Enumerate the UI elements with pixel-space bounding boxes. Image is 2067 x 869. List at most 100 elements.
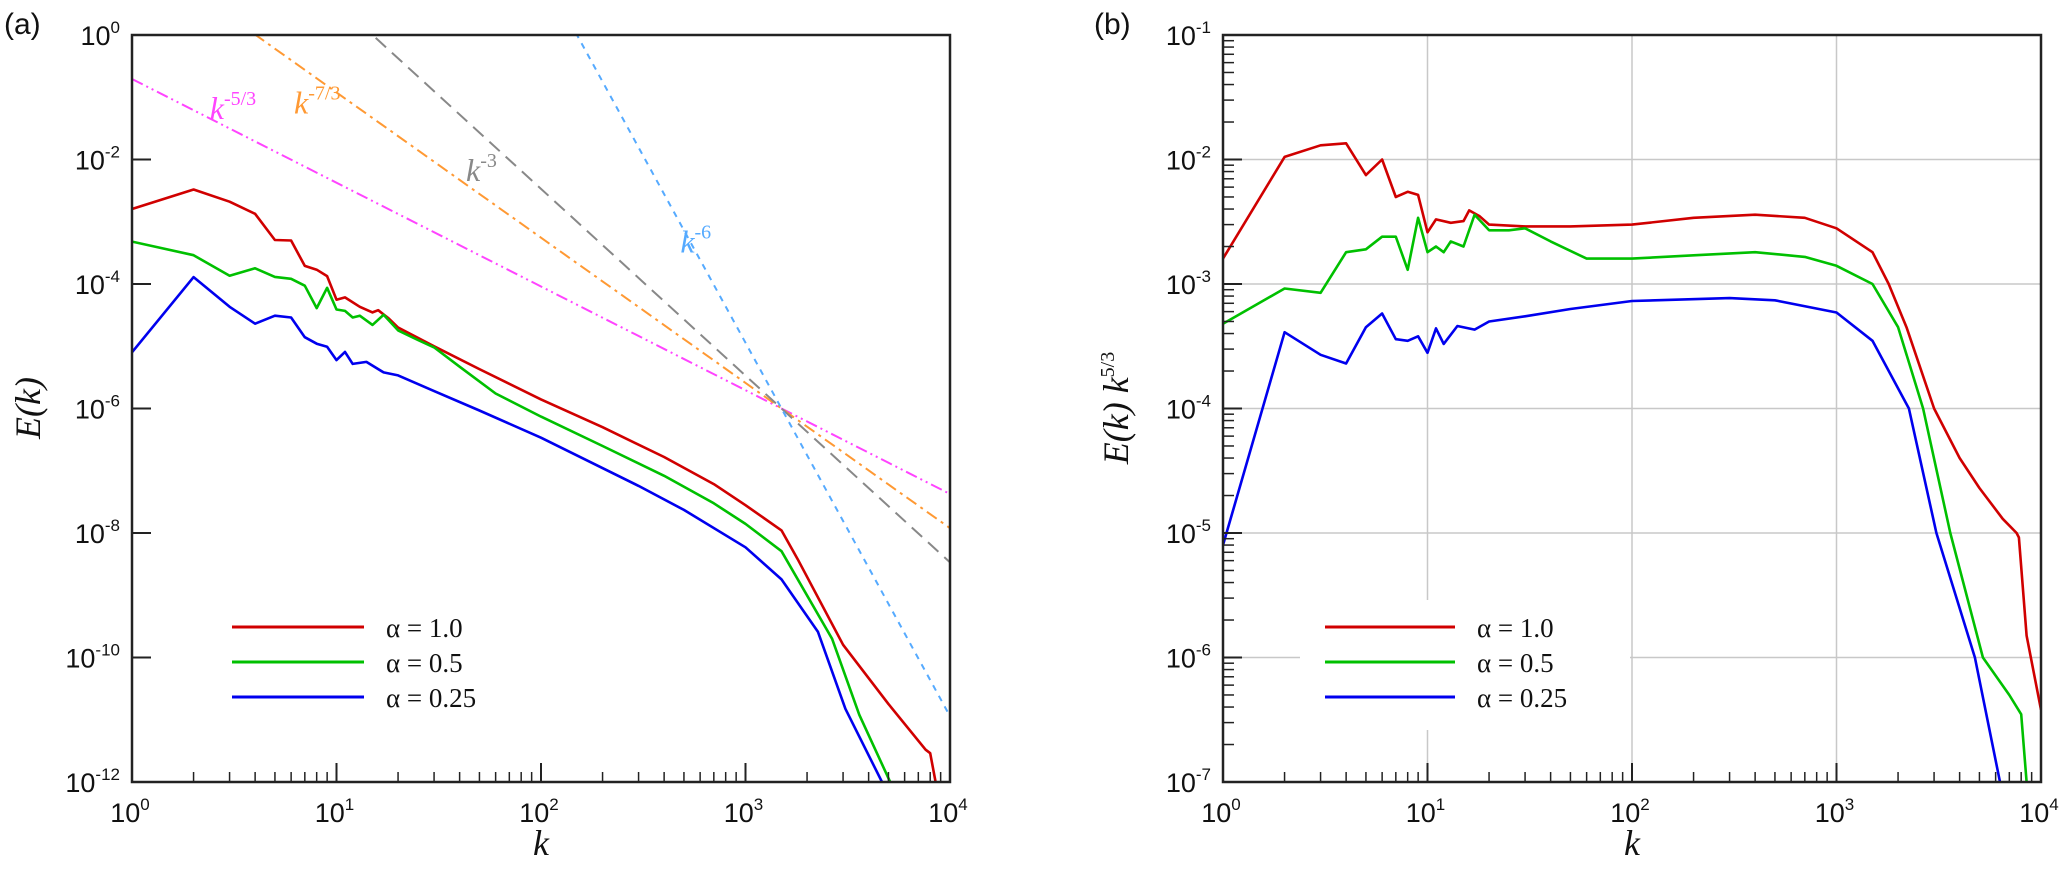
y-tick-label: 10-4: [1166, 392, 1211, 425]
reference-line: [253, 35, 950, 529]
tick-exponent: -10: [95, 641, 120, 660]
reference-label-base: k: [294, 84, 309, 120]
tick-exponent: -4: [1196, 392, 1211, 411]
legend-label: α = 1.0: [386, 613, 463, 643]
legend-label: α = 0.5: [386, 648, 463, 678]
x-tick-label: 103: [1815, 795, 1855, 828]
tick-base: 10: [110, 798, 140, 828]
y-tick-label: 10-2: [1166, 143, 1211, 176]
tick-base: 10: [75, 519, 105, 549]
plot-frame: [130, 33, 952, 784]
x-tick-label: 100: [110, 795, 150, 828]
series-line: [1223, 213, 2028, 782]
series-line: [1223, 296, 2002, 782]
y-tick-label: 10-8: [75, 516, 120, 549]
y-tick-label: 10-10: [65, 641, 120, 674]
x-tick-label: 102: [1610, 795, 1650, 828]
tick-exponent: 1: [345, 795, 354, 814]
tick-base: 10: [1610, 798, 1640, 828]
y-tick-label: 10-6: [75, 392, 120, 425]
series-line: [132, 188, 937, 782]
series-line: [132, 275, 884, 782]
series-line: [1223, 142, 2041, 711]
legend-label: α = 0.25: [386, 683, 476, 713]
y-axis-title: E(k): [8, 377, 48, 440]
x-tick-label: 103: [724, 795, 764, 828]
tick-exponent: 2: [1640, 795, 1649, 814]
y-axis-title-base: E(k) k: [1096, 376, 1136, 465]
tick-exponent: 2: [549, 795, 558, 814]
reference-label-exponent: -6: [695, 222, 712, 244]
reference-label-base: k: [466, 152, 481, 188]
y-tick-label: 10-12: [65, 765, 120, 798]
tick-exponent: 0: [140, 795, 149, 814]
panel-b-tag: (b): [1094, 8, 1131, 41]
y-axis-title: E(k) k5/3: [1096, 352, 1136, 466]
y-tick-label: 10-5: [1166, 516, 1211, 549]
tick-base: 10: [1166, 270, 1196, 300]
tick-base: 10: [2019, 798, 2049, 828]
tick-exponent: 4: [958, 795, 967, 814]
panel-a-plot-area: k-5/3 k-7/3k-3k-6α = 1.0α = 0.5α = 0.2510…: [8, 18, 968, 863]
y-tick-label: 10-4: [75, 267, 120, 300]
tick-exponent: -12: [95, 765, 120, 784]
x-tick-label: 104: [2019, 795, 2059, 828]
y-tick-label: 10-3: [1166, 267, 1211, 300]
tick-base: 10: [519, 798, 549, 828]
reference-label-base: k: [210, 90, 225, 126]
panel-a-tag: (a): [4, 8, 41, 41]
tick-base: 10: [1166, 146, 1196, 176]
reference-line-label: k-3: [466, 150, 497, 188]
tick-exponent: -2: [1196, 143, 1211, 162]
tick-exponent: 0: [111, 18, 120, 37]
series-line: [132, 240, 892, 782]
tick-base: 10: [1815, 798, 1845, 828]
tick-exponent: 0: [1231, 795, 1240, 814]
x-axis-title: k: [1624, 823, 1641, 863]
x-axis-title: k: [533, 823, 550, 863]
tick-base: 10: [1166, 644, 1196, 674]
reference-line: [132, 78, 950, 495]
tick-exponent: 1: [1436, 795, 1445, 814]
tick-base: 10: [65, 644, 95, 674]
tick-base: 10: [1201, 798, 1231, 828]
tick-exponent: 3: [754, 795, 763, 814]
tick-exponent: -5: [1196, 516, 1211, 535]
reference-line: [575, 35, 950, 717]
legend-label: α = 0.5: [1477, 648, 1554, 678]
legend-label: α = 1.0: [1477, 613, 1554, 643]
tick-base: 10: [75, 270, 105, 300]
y-tick-label: 10-7: [1166, 765, 1211, 798]
x-tick-label: 100: [1201, 795, 1241, 828]
legend-background: [1300, 600, 1630, 730]
tick-base: 10: [80, 21, 110, 51]
y-tick-label: 10-2: [75, 143, 120, 176]
y-tick-label: 100: [80, 18, 120, 51]
x-tick-label: 101: [1406, 795, 1446, 828]
tick-base: 10: [928, 798, 958, 828]
tick-base: 10: [65, 768, 95, 798]
tick-exponent: -6: [1196, 641, 1211, 660]
reference-line-label: k-7/3: [294, 82, 340, 120]
tick-exponent: -1: [1196, 18, 1211, 37]
reference-line: [371, 35, 950, 564]
reference-label-exponent: -5/3: [224, 88, 256, 110]
tick-exponent: -7: [1196, 765, 1211, 784]
reference-label-exponent: -3: [480, 150, 497, 172]
x-tick-label: 104: [928, 795, 968, 828]
tick-base: 10: [1166, 395, 1196, 425]
reference-line-label: k-6: [680, 222, 711, 260]
x-tick-label: 101: [315, 795, 355, 828]
tick-exponent: -8: [105, 516, 120, 535]
reference-label-base: k: [680, 224, 695, 260]
y-tick-label: 10-1: [1166, 18, 1211, 51]
tick-exponent: -2: [105, 143, 120, 162]
tick-exponent: -3: [1196, 267, 1211, 286]
tick-base: 10: [724, 798, 754, 828]
tick-base: 10: [75, 146, 105, 176]
x-tick-label: 102: [519, 795, 559, 828]
panel-a: (a) k-5/3 k-7/3k-3k-6α = 1.0α = 0.5α = 0.…: [4, 8, 968, 863]
